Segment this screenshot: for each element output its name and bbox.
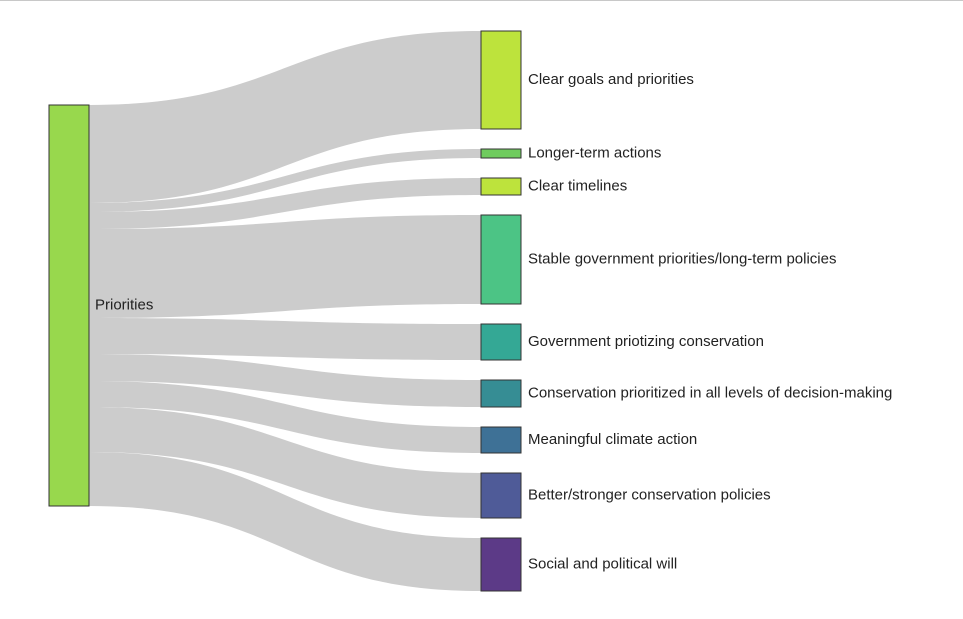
target-node-clear-goals: Clear goals and priorities — [480, 30, 694, 130]
target-node-label: Clear timelines — [528, 177, 627, 194]
source-node-label: Priorities — [95, 296, 153, 313]
target-node-bar — [480, 426, 522, 454]
target-node-social-political-will: Social and political will — [480, 537, 677, 592]
target-node-label: Longer-term actions — [528, 144, 661, 161]
target-node-longer-term-actions: Longer-term actions — [480, 144, 661, 161]
link-government-prioritizing-conservation — [89, 318, 481, 360]
target-node-clear-timelines: Clear timelines — [480, 177, 627, 196]
link-clear-goals — [89, 31, 481, 203]
link-conservation-all-levels — [89, 354, 481, 407]
target-node-label: Stable government priorities/long-term p… — [528, 250, 836, 267]
target-node-label: Social and political will — [528, 555, 677, 572]
source-node: Priorities — [48, 104, 153, 507]
target-node-conservation-all-levels: Conservation prioritized in all levels o… — [480, 379, 892, 408]
target-nodes: Clear goals and priorities Longer-term a… — [480, 30, 892, 592]
target-node-bar — [480, 30, 522, 130]
target-node-bar — [480, 214, 522, 305]
link-longer-term-actions — [89, 149, 481, 212]
target-node-bar — [480, 148, 522, 159]
target-node-label: Meaningful climate action — [528, 431, 697, 448]
target-node-bar — [480, 323, 522, 361]
target-node-bar — [480, 472, 522, 519]
top-border — [0, 0, 963, 1]
target-node-stable-government-priorities: Stable government priorities/long-term p… — [480, 214, 836, 305]
link-stable-government-priorities — [89, 215, 481, 318]
target-node-bar — [480, 537, 522, 592]
target-node-government-prioritizing-conservation: Government priotizing conservation — [480, 323, 764, 361]
link-meaningful-climate-action — [89, 381, 481, 453]
link-stronger-conservation-policies — [89, 407, 481, 518]
sankey-links — [89, 31, 481, 591]
target-node-label: Conservation prioritized in all levels o… — [528, 384, 892, 401]
source-node-bar — [48, 104, 90, 507]
link-clear-timelines — [89, 178, 481, 229]
target-node-meaningful-climate-action: Meaningful climate action — [480, 426, 697, 454]
target-node-bar — [480, 177, 522, 196]
target-node-label: Government priotizing conservation — [528, 333, 764, 350]
target-node-bar — [480, 379, 522, 408]
target-node-stronger-conservation-policies: Better/stronger conservation policies — [480, 472, 771, 519]
target-node-label: Better/stronger conservation policies — [528, 486, 771, 503]
target-node-label: Clear goals and priorities — [528, 71, 694, 88]
link-social-political-will — [89, 452, 481, 591]
